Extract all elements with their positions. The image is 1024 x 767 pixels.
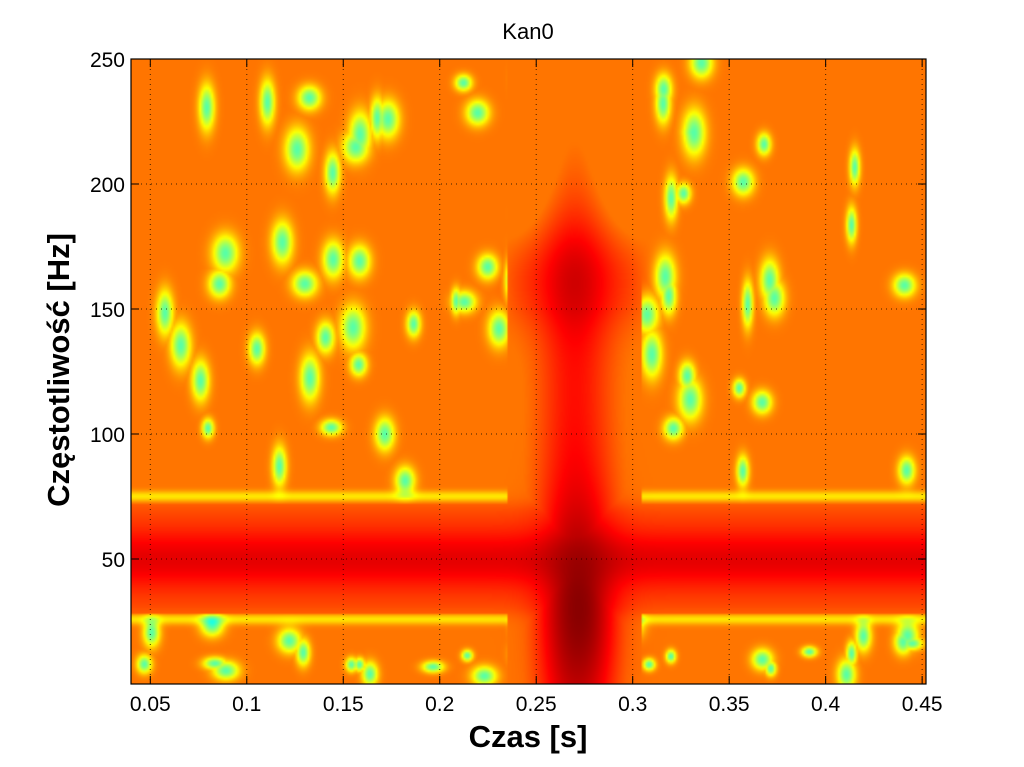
x-tick-label: 0.4 [811,693,841,716]
x-tick-label: 0.2 [425,693,454,716]
x-tick-label: 0.05 [130,693,171,716]
x-axis: 0.05 0.1 0.15 0.2 0.25 0.3 0.35 0.4 0.45 [130,59,943,716]
y-tick-label: 100 [90,424,125,447]
y-tick-label: 150 [90,299,125,322]
x-tick-label: 0.45 [902,693,943,716]
x-tick-label: 0.35 [709,693,750,716]
plot-area [130,58,927,685]
plot-frame [130,58,927,685]
y-tick-label: 200 [90,174,125,197]
x-tick-label: 0.15 [323,693,364,716]
x-tick-label: 0.25 [516,693,557,716]
y-tick-label: 50 [102,549,125,572]
y-axis-label: Częstotliwość [Hz] [41,233,76,507]
x-axis-label: Czas [s] [469,719,588,754]
chart-title: Kan0 [502,19,553,44]
x-tick-label: 0.3 [618,693,647,716]
y-tick-label: 250 [90,49,125,72]
spectrogram-heatmap [131,59,926,684]
y-axis: 50 100 150 200 250 [90,49,926,572]
grid-lines [131,59,926,684]
x-tick-label: 0.1 [232,693,261,716]
